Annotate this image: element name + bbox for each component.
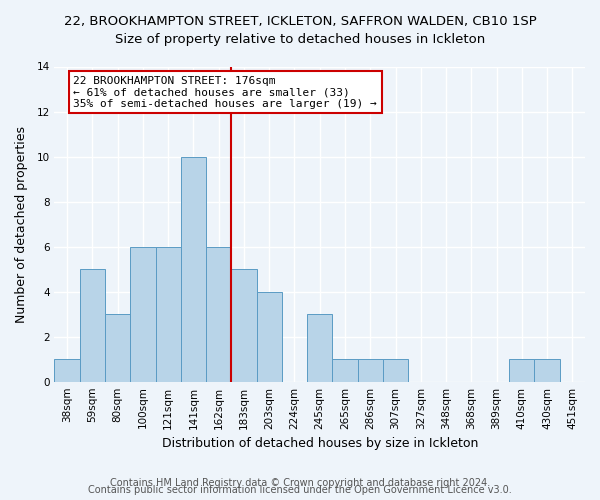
X-axis label: Distribution of detached houses by size in Ickleton: Distribution of detached houses by size … (161, 437, 478, 450)
Bar (358, 359, 383, 382)
Bar (383, 359, 408, 382)
Bar (206, 246, 231, 382)
Bar (257, 292, 282, 382)
Bar (55, 359, 80, 382)
Text: Contains HM Land Registry data © Crown copyright and database right 2024.: Contains HM Land Registry data © Crown c… (110, 478, 490, 488)
Bar (130, 246, 155, 382)
Text: Contains public sector information licensed under the Open Government Licence v3: Contains public sector information licen… (88, 485, 512, 495)
Text: 22, BROOKHAMPTON STREET, ICKLETON, SAFFRON WALDEN, CB10 1SP: 22, BROOKHAMPTON STREET, ICKLETON, SAFFR… (64, 15, 536, 28)
Bar (155, 246, 181, 382)
Text: Size of property relative to detached houses in Ickleton: Size of property relative to detached ho… (115, 32, 485, 46)
Bar (181, 156, 206, 382)
Bar (535, 359, 560, 382)
Y-axis label: Number of detached properties: Number of detached properties (15, 126, 28, 322)
Bar (105, 314, 130, 382)
Bar (80, 269, 105, 382)
Text: 22 BROOKHAMPTON STREET: 176sqm
← 61% of detached houses are smaller (33)
35% of : 22 BROOKHAMPTON STREET: 176sqm ← 61% of … (73, 76, 377, 108)
Bar (509, 359, 535, 382)
Bar (332, 359, 358, 382)
Bar (307, 314, 332, 382)
Bar (231, 269, 257, 382)
